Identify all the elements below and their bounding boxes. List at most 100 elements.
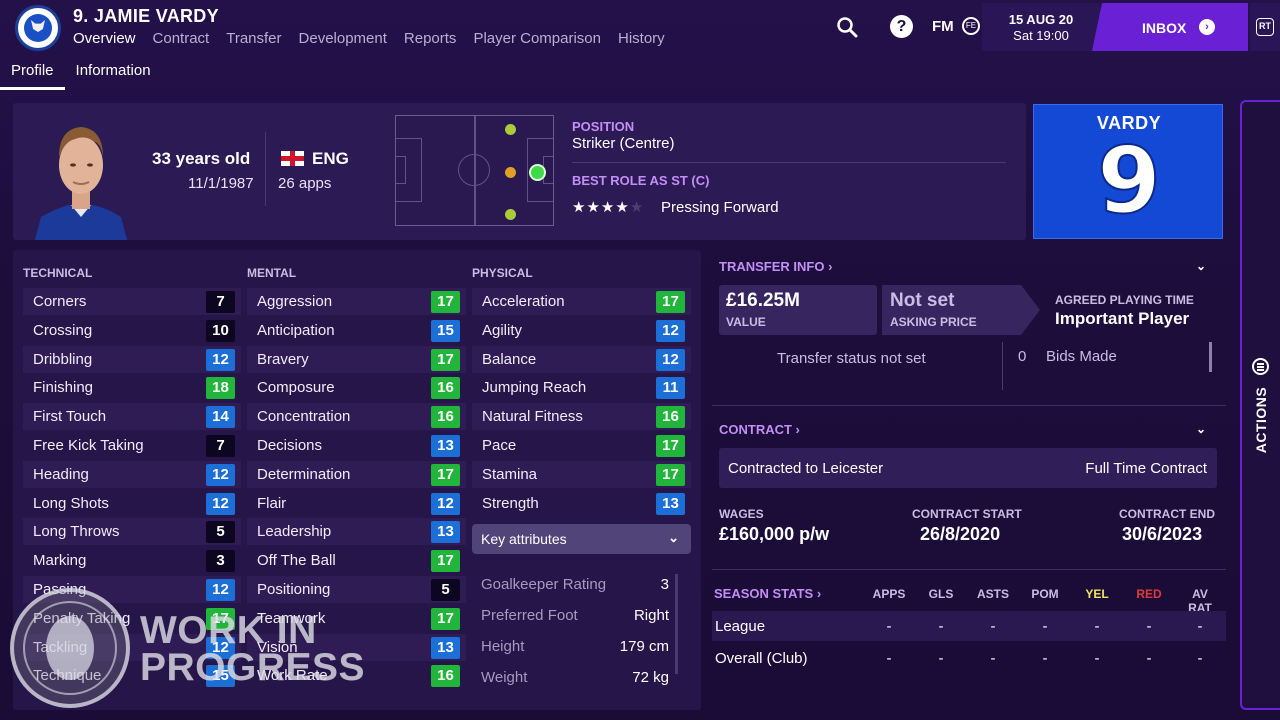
rt-button[interactable]: RT: [1250, 3, 1280, 51]
attribute-row[interactable]: Pace 17: [472, 432, 691, 459]
nav-tab-development[interactable]: Development: [298, 30, 387, 47]
attribute-name: Bravery: [257, 350, 309, 368]
key-attributes-dropdown[interactable]: Key attributes ⌄: [472, 524, 691, 554]
chevron-down-icon[interactable]: ⌄: [1196, 259, 1207, 273]
attribute-row[interactable]: Crossing 10: [23, 317, 241, 344]
attribute-row[interactable]: Jumping Reach 11: [472, 374, 691, 401]
player-photo: [35, 127, 127, 240]
season-stats-header[interactable]: SEASON STATS ›: [714, 586, 822, 601]
transfer-info-header[interactable]: TRANSFER INFO ›: [719, 259, 833, 274]
attribute-row[interactable]: Bravery 17: [247, 345, 466, 373]
asking-price: Not set: [890, 290, 955, 311]
role-rating-stars: ★★★★★: [572, 198, 644, 216]
attribute-row[interactable]: Long Throws 5: [23, 518, 241, 546]
stat-cell: -: [990, 650, 996, 667]
info-label: Preferred Foot: [481, 607, 578, 624]
stat-row[interactable]: League - - - - - - -: [712, 611, 1226, 641]
position-dot-amc: [505, 167, 516, 178]
player-nation[interactable]: ENG: [312, 149, 349, 168]
best-role-label: BEST ROLE AS ST (C): [572, 173, 710, 188]
nav-tab-history[interactable]: History: [618, 30, 665, 47]
attribute-row[interactable]: Aggression 17: [247, 288, 466, 315]
attribute-name: Work Rate: [257, 667, 328, 685]
contract-header[interactable]: CONTRACT ›: [719, 422, 800, 437]
attribute-value: 12: [206, 463, 235, 486]
position-dot-amr: [505, 209, 516, 220]
inbox-button[interactable]: INBOX ›: [1092, 3, 1248, 51]
stat-column-header[interactable]: YEL: [1085, 587, 1109, 601]
transfer-status: Transfer status not set: [777, 350, 926, 367]
chevron-down-icon[interactable]: ⌄: [1196, 422, 1207, 436]
attribute-row[interactable]: Corners 7: [23, 288, 241, 315]
attribute-row[interactable]: Work Rate 16: [247, 662, 466, 689]
info-value: Right: [633, 607, 669, 624]
contract-start-value: 26/8/2020: [920, 524, 1001, 544]
attribute-row[interactable]: Strength 13: [472, 490, 691, 517]
attribute-row[interactable]: Composure 16: [247, 374, 466, 401]
nav-tab-reports[interactable]: Reports: [403, 30, 457, 47]
attribute-name: Agility: [482, 321, 523, 339]
best-role-value[interactable]: Pressing Forward: [661, 199, 779, 216]
attribute-row[interactable]: Heading 12: [23, 460, 241, 488]
attribute-row[interactable]: Leadership 13: [247, 518, 466, 546]
watermark-line-1: WORK IN: [140, 609, 317, 652]
asking-price-box[interactable]: Not set ASKING PRICE: [882, 285, 1040, 335]
attribute-name: Acceleration: [482, 293, 565, 310]
nav-tab-overview[interactable]: Overview: [73, 30, 136, 47]
nav-tab-transfer[interactable]: Transfer: [226, 30, 282, 47]
attribute-row[interactable]: Natural Fitness 16: [472, 403, 691, 431]
attribute-row[interactable]: Anticipation 15: [247, 317, 466, 344]
shirt-name: VARDY: [1096, 113, 1162, 133]
attribute-row[interactable]: Determination 17: [247, 460, 466, 488]
stat-column-header[interactable]: POM: [1031, 587, 1059, 601]
info-label: Goalkeeper Rating: [481, 576, 607, 593]
info-scrollbar[interactable]: [675, 574, 678, 674]
stat-column-header[interactable]: ASTS: [976, 587, 1009, 601]
attribute-value: 17: [431, 348, 460, 371]
attribute-row[interactable]: Positioning 5: [247, 576, 466, 603]
attribute-row[interactable]: Long Shots 12: [23, 490, 241, 517]
attribute-row[interactable]: Decisions 13: [247, 432, 466, 459]
stat-cell: -: [1042, 650, 1048, 667]
attribute-row[interactable]: Balance 12: [472, 345, 691, 373]
search-icon[interactable]: [836, 16, 858, 38]
stat-column-header[interactable]: APPS: [872, 587, 906, 601]
attribute-name: Composure: [257, 379, 335, 397]
fm-logo[interactable]: FM: [932, 18, 954, 35]
stat-row[interactable]: Overall (Club) - - - - - - -: [712, 643, 1226, 673]
attribute-row[interactable]: Agility 12: [472, 317, 691, 344]
attribute-row[interactable]: Finishing 18: [23, 374, 241, 401]
attribute-row[interactable]: Acceleration 17: [472, 288, 691, 315]
attribute-name: Marking: [33, 552, 87, 570]
attribute-row[interactable]: Stamina 17: [472, 460, 691, 488]
date-display[interactable]: 15 AUG 20 Sat 19:00: [982, 3, 1100, 51]
club-crest-icon[interactable]: [15, 5, 61, 51]
attribute-row[interactable]: Teamwork 17: [247, 605, 466, 632]
nav-tab-contract[interactable]: Contract: [152, 30, 210, 47]
subtab-information[interactable]: Information: [75, 62, 151, 79]
position-label: POSITION: [572, 119, 635, 134]
stat-cell: -: [990, 618, 996, 635]
contract-title: CONTRACT: [719, 422, 792, 437]
fm-edition-icon[interactable]: FE: [962, 17, 980, 35]
transfer-scrollbar[interactable]: [1209, 342, 1212, 372]
stat-column-header[interactable]: RED: [1136, 587, 1162, 601]
stat-column-header[interactable]: GLS: [928, 587, 954, 601]
actions-panel[interactable]: ACTIONS: [1240, 100, 1280, 710]
attribute-row[interactable]: Vision 13: [247, 633, 466, 661]
technical-header: TECHNICAL: [23, 266, 93, 280]
attribute-row[interactable]: Off The Ball 17: [247, 547, 466, 574]
attribute-value: 13: [431, 521, 460, 544]
help-icon[interactable]: ?: [890, 15, 913, 38]
attribute-row[interactable]: Marking 3: [23, 547, 241, 574]
attribute-row[interactable]: First Touch 14: [23, 403, 241, 431]
contract-start-label: CONTRACT START: [912, 507, 1022, 521]
stat-cell: -: [938, 650, 944, 667]
nav-tab-player-comparison[interactable]: Player Comparison: [473, 30, 601, 47]
attribute-row[interactable]: Dribbling 12: [23, 345, 241, 373]
value-label: VALUE: [726, 315, 766, 329]
attribute-row[interactable]: Free Kick Taking 7: [23, 432, 241, 459]
attribute-row[interactable]: Flair 12: [247, 490, 466, 517]
subtab-profile[interactable]: Profile: [0, 62, 65, 90]
attribute-row[interactable]: Concentration 16: [247, 403, 466, 431]
